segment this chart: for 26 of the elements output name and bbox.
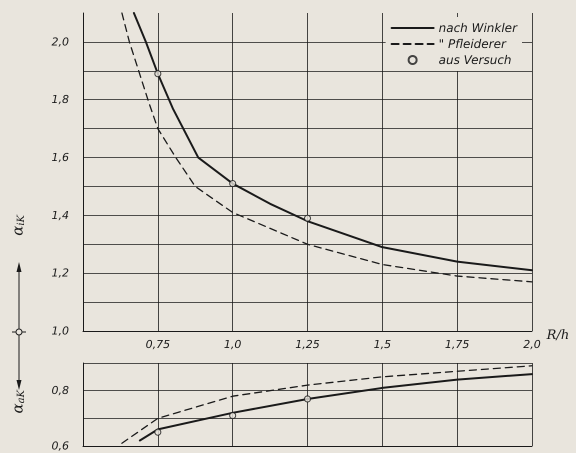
point xyxy=(304,214,311,222)
y-tick-label: 1,4 xyxy=(52,208,69,222)
legend-label: " Pfleiderer xyxy=(438,37,507,51)
y-axis-title: αaK xyxy=(8,389,27,414)
point xyxy=(229,412,236,420)
point xyxy=(229,180,236,188)
y-tick-label: 0,8 xyxy=(52,384,69,398)
x-axis-title: R/h xyxy=(546,328,570,343)
y-tick-label: 1,2 xyxy=(52,266,69,280)
y-tick-label: 1,8 xyxy=(52,93,69,106)
y-tick-label: 1,0 xyxy=(52,324,69,338)
x-tick-label: 2,0 xyxy=(523,338,541,351)
y-axis-title: αiK xyxy=(8,214,27,236)
x-tick-label: 0,75 xyxy=(146,338,170,351)
x-tick-label: 1,0 xyxy=(224,338,242,351)
point xyxy=(304,395,311,402)
y-tick-label: 1,6 xyxy=(52,151,69,164)
legend-label: nach Winkler xyxy=(438,21,518,35)
x-tick-label: 1,25 xyxy=(295,338,320,351)
legend-label: aus Versuch xyxy=(438,53,512,67)
y-tick-label: 2,0 xyxy=(52,35,69,48)
x-tick-label: 1,5 xyxy=(374,338,392,351)
point xyxy=(154,428,162,436)
point xyxy=(154,70,162,78)
y-tick-label: 0,6 xyxy=(52,440,69,452)
x-tick-label: 1,75 xyxy=(444,338,470,351)
